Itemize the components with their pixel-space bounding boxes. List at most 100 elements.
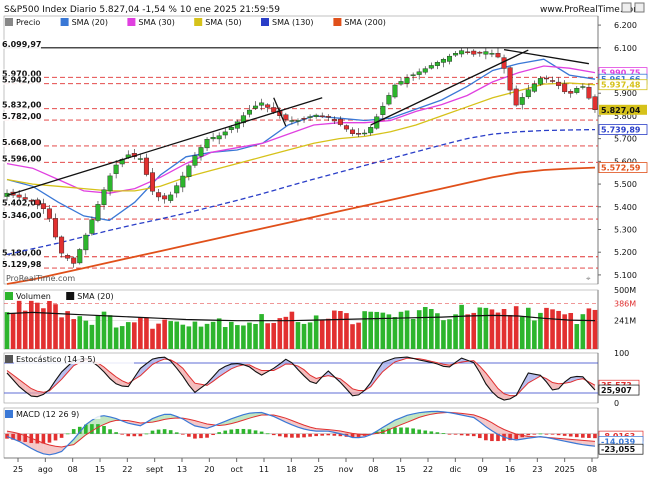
volume-bar	[253, 323, 258, 349]
trendline	[503, 48, 590, 65]
candle-body	[216, 135, 222, 140]
candle-body	[362, 132, 368, 135]
close-icon[interactable]	[634, 2, 645, 13]
sma-value-label: 5.739,89	[601, 126, 641, 135]
macd-histogram-bar	[544, 433, 549, 435]
volume-bar	[507, 315, 513, 349]
date-label: 25	[13, 465, 23, 474]
candle-body	[325, 115, 331, 118]
macd-histogram-bar	[453, 433, 458, 435]
macd-histogram-bar	[35, 433, 40, 444]
legend-swatch	[127, 18, 136, 26]
stochastic-k-line	[6, 356, 596, 401]
macd-histogram-bar	[65, 433, 70, 435]
price-panel: 5.100 5.200 5.300 5.400 5.500 5.600 5.700 5.800…	[1, 15, 648, 285]
candle-body	[453, 53, 459, 56]
stochastic-fill	[376, 362, 383, 379]
level-label: 5.180,00	[2, 249, 42, 258]
legend-label: SMA (130)	[272, 18, 314, 27]
candle-body	[210, 137, 216, 140]
macd-fill	[188, 419, 195, 426]
volume-bar	[356, 322, 361, 349]
date-label: 15	[396, 465, 406, 474]
date-label: 08	[587, 465, 597, 474]
level-label: 5.402,00	[2, 198, 42, 207]
price-tick-label: 5.400	[614, 203, 637, 212]
macd-histogram-bar	[532, 433, 537, 435]
legend-swatch	[261, 18, 269, 26]
macd-histogram-bar	[271, 433, 276, 436]
date-label: 20	[204, 465, 214, 474]
macd-value-label: -23,055	[601, 445, 636, 454]
macd-histogram-bar	[556, 433, 561, 436]
price-tick-label: 5.100	[614, 271, 637, 280]
legend-swatch	[66, 292, 75, 300]
volume-bar	[525, 307, 531, 349]
volume-bar	[538, 312, 543, 349]
stochastic-fill	[255, 367, 262, 376]
price-panel-frame	[3, 15, 599, 285]
date-label: ago	[38, 465, 53, 474]
macd-histogram-bar	[350, 433, 355, 438]
candle-body	[313, 114, 319, 117]
macd-fill	[588, 440, 595, 447]
candle-body	[295, 120, 301, 122]
stochastic-fill	[394, 357, 402, 362]
macd-histogram-bar	[429, 431, 434, 434]
candle-body	[246, 109, 252, 115]
macd-histogram-bar	[405, 427, 409, 434]
level-label: 5.346,00	[2, 211, 42, 220]
stochastic-fill	[304, 369, 311, 382]
macd-histogram-bar	[120, 433, 125, 435]
price-tick-label: 5.800	[614, 112, 637, 121]
stochastic-fill	[182, 368, 189, 386]
macd-histogram-bar	[538, 433, 543, 435]
level-label-bg	[1, 260, 41, 270]
macd-histogram-bar	[90, 424, 94, 434]
stochastic-fill	[382, 360, 389, 372]
maximize-icon[interactable]	[621, 2, 632, 13]
macd-histogram-bar	[23, 433, 28, 442]
stochastic-fill	[491, 380, 498, 398]
date-label: 09	[478, 465, 488, 474]
settings-icon: ⌖	[586, 274, 591, 283]
candle-body	[386, 95, 392, 105]
macd-histogram-bar	[162, 429, 167, 434]
macd-histogram-bar	[168, 430, 173, 434]
volume-bar	[216, 318, 222, 349]
sma-line	[6, 58, 596, 222]
stochastic-fill	[340, 378, 347, 390]
macd-fill	[479, 417, 486, 427]
macd-histogram-bar	[211, 433, 215, 436]
level-label-bg	[1, 100, 41, 110]
level-label: 5.668,00	[2, 138, 42, 147]
volume-bar	[222, 327, 228, 349]
legend-bg	[69, 17, 123, 27]
volume-bar	[89, 324, 95, 349]
macd-histogram-bar	[526, 433, 531, 436]
sma-value-tag	[598, 162, 648, 173]
stochastic-fill	[104, 366, 111, 379]
volume-bar	[28, 299, 34, 349]
candle-body	[410, 74, 416, 76]
macd-histogram-bar	[411, 428, 415, 434]
volume-bar	[35, 302, 40, 349]
macd-histogram-bar	[199, 433, 203, 439]
candle-body	[283, 114, 289, 120]
candle-body	[301, 118, 307, 120]
candle-body	[440, 58, 446, 63]
chart-title: S&P500 Index Diario 5.827,04 -1,54 % 10 …	[4, 5, 280, 15]
stochastic-d-line	[6, 357, 596, 397]
volume-bar	[101, 311, 107, 349]
volume-bar	[125, 322, 131, 349]
candle-body	[398, 81, 404, 85]
volume-bar	[568, 313, 574, 349]
candle-body	[446, 55, 453, 62]
macd-fill	[49, 445, 56, 455]
macd-histogram-bar	[435, 432, 440, 434]
candle-body	[368, 127, 374, 134]
volume-bar	[465, 314, 470, 349]
macd-histogram-bar	[53, 433, 58, 441]
date-label: 22	[122, 465, 132, 474]
